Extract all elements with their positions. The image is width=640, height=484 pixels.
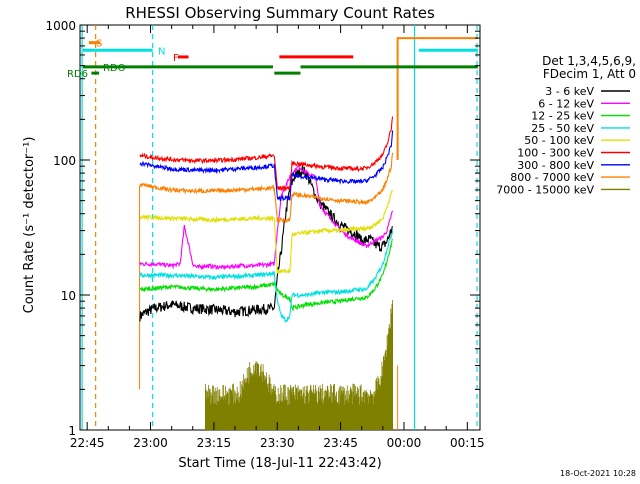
series-300-800-kev xyxy=(139,130,394,202)
y-tick-label-100: 100 xyxy=(53,154,76,168)
legend-label-3-6-kev: 3 - 6 keV xyxy=(545,85,594,98)
series-25-50-kev xyxy=(139,230,394,323)
flag-label-rd6: RD6 xyxy=(67,69,88,80)
y-tick-label-10: 10 xyxy=(61,289,76,303)
y-axis-label: Count Rate (s⁻¹ detector⁻¹) xyxy=(22,137,37,314)
legend-label-25-50-kev: 25 - 50 keV xyxy=(531,122,594,135)
x-tick-label-30: 23:15 xyxy=(197,436,232,450)
legend-label-50-100-kev: 50 - 100 keV xyxy=(524,134,594,147)
y-tick-label-1000: 1000 xyxy=(45,19,76,33)
x-tick-label-60: 23:45 xyxy=(323,436,358,450)
x-tick-label-90: 00:15 xyxy=(450,436,485,450)
x-axis-label: Start Time (18-Jul-11 22:43:42) xyxy=(178,456,381,471)
legend-label-300-800-kev: 300 - 800 keV xyxy=(517,159,594,172)
legend-header-line-1: Det 1,3,4,5,6,9, xyxy=(542,54,636,68)
attenuator-top-line xyxy=(396,37,478,160)
vertical-markers xyxy=(81,25,478,430)
footer-date: 18-Oct-2021 10:28 xyxy=(560,469,636,478)
legend-label-100-300-kev: 100 - 300 keV xyxy=(517,147,594,160)
series-3-6-kev xyxy=(139,165,394,322)
series-800-7000-kev xyxy=(139,152,394,224)
flag-label-s: S xyxy=(96,39,102,50)
x-tick-label-45: 23:30 xyxy=(260,436,295,450)
flag-label-f: F xyxy=(173,53,179,64)
x-tick-label-15: 23:00 xyxy=(133,436,168,450)
legend-label-800-7000-kev: 800 - 7000 keV xyxy=(510,171,594,184)
series-12-25-kev xyxy=(139,238,394,312)
legend-header-line-2: FDecim 1, Att 0 xyxy=(543,67,636,81)
series-100-300-kev xyxy=(139,116,394,192)
chart-title: RHESSI Observing Summary Count Rates xyxy=(125,4,435,22)
series-6-12-kev xyxy=(139,162,394,271)
flag-bars: S NF RDO RD6 xyxy=(67,39,478,80)
flag-label-rdo: RDO xyxy=(103,63,126,74)
x-tick-label-75: 00:00 xyxy=(387,436,422,450)
legend-label-7000-15000-kev: 7000 - 15000 keV xyxy=(496,183,594,196)
series-50-100-kev xyxy=(139,189,393,275)
y-tick-label-1: 1 xyxy=(68,424,76,438)
series-lines xyxy=(139,116,394,430)
flag-label-n: N xyxy=(158,46,165,57)
x-tick-label-0: 22:45 xyxy=(70,436,105,450)
series-7000-15000-kev xyxy=(205,300,393,430)
legend-label-12-25-kev: 12 - 25 keV xyxy=(531,110,594,123)
axis-ticks: 22:45 23:00 23:15 23:30 23:45 00:00 00:15 1 10 10… xyxy=(45,19,484,450)
legend-label-6-12-kev: 6 - 12 keV xyxy=(538,97,594,110)
